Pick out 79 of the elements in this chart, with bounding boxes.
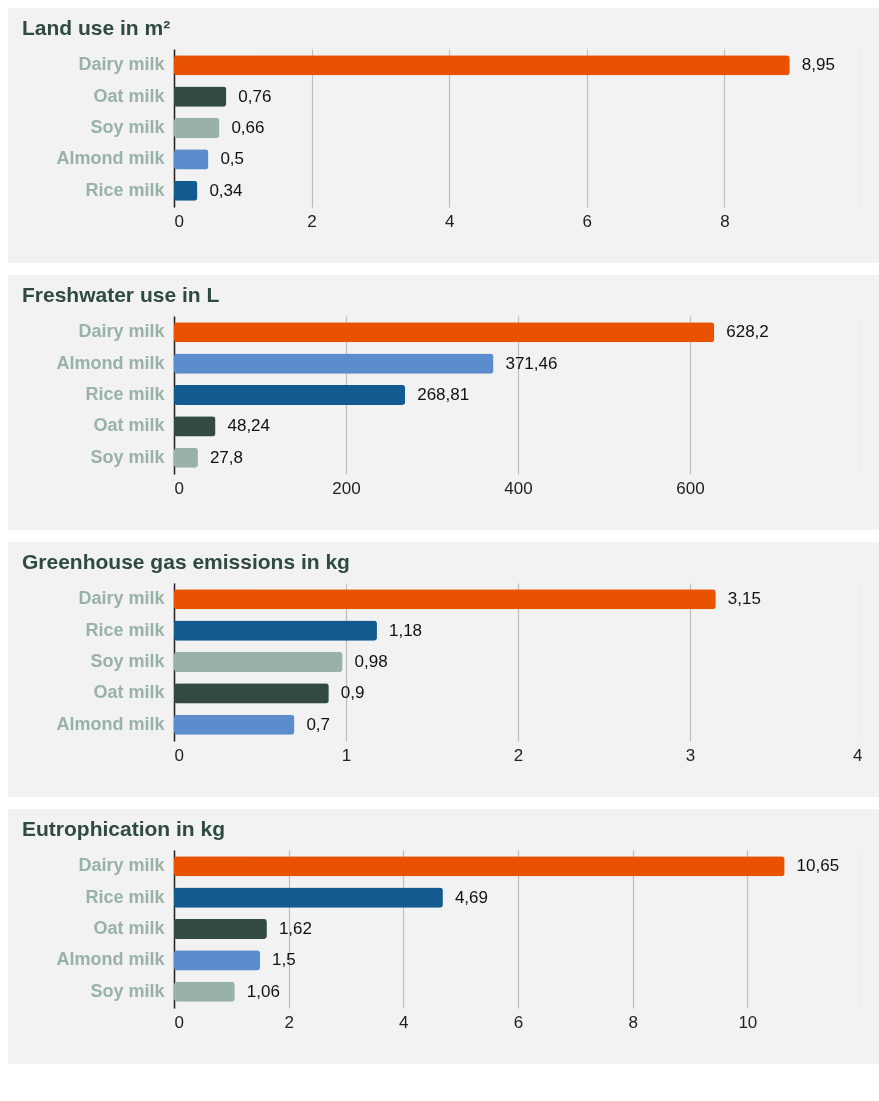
y-tick-label: Rice milk: [85, 886, 166, 907]
chart-title: Eutrophication in kg: [22, 817, 225, 840]
data-label: 268,81: [417, 385, 470, 404]
x-tick-label: 0: [174, 478, 184, 498]
x-tick-label: 4: [444, 211, 455, 231]
x-tick-label: 8: [628, 1012, 638, 1032]
y-tick-label: Dairy milk: [78, 321, 166, 342]
data-label: 48,24: [227, 416, 271, 436]
data-label: 1,18: [388, 620, 423, 640]
y-tick-label: Soy milk: [90, 980, 166, 1001]
data-label: 0,9: [340, 683, 365, 703]
data-label: 0,5: [220, 149, 245, 169]
bar: [174, 856, 785, 877]
bar: [174, 714, 295, 735]
y-tick-label: Oat milk: [93, 415, 166, 436]
data-label: 0,98: [354, 652, 388, 671]
y-tick-label: Soy milk: [90, 446, 166, 467]
x-tick-label: 0: [174, 745, 184, 765]
y-tick-label: Dairy milk: [78, 855, 166, 876]
x-tick-label: 2: [307, 211, 317, 231]
bar: [174, 149, 209, 170]
x-tick-label: 600: [676, 478, 705, 498]
data-label: 628,2: [726, 322, 769, 342]
x-tick-label: 0: [174, 1012, 184, 1032]
y-tick-label: Almond milk: [56, 148, 166, 169]
data-label: 8,95: [801, 55, 835, 75]
y-tick-label: Almond milk: [56, 949, 166, 970]
x-tick-label: 4: [399, 1012, 409, 1032]
y-tick-label: Almond milk: [56, 713, 166, 734]
bar: [174, 651, 343, 673]
x-tick-label: 0: [174, 211, 184, 231]
data-label: 0,7: [306, 714, 331, 734]
y-tick-label: Almond milk: [56, 352, 166, 373]
data-label: 1,06: [246, 981, 280, 1001]
x-tick-label: 2: [513, 745, 524, 765]
bar: [174, 117, 220, 139]
bar: [174, 620, 377, 641]
y-tick-label: Rice milk: [85, 619, 166, 640]
bar: [174, 918, 267, 940]
y-tick-label: Dairy milk: [78, 588, 166, 609]
data-label: 0,66: [231, 118, 265, 137]
data-label: 0,34: [209, 180, 243, 200]
data-label: 3,15: [727, 589, 761, 609]
x-tick-label: 10: [738, 1012, 758, 1032]
y-tick-label: Dairy milk: [78, 54, 166, 75]
y-tick-label: Oat milk: [93, 918, 166, 938]
data-label: 10,65: [796, 856, 840, 876]
bar: [174, 180, 198, 201]
bar: [174, 950, 260, 971]
x-tick-label: 2: [284, 1012, 294, 1032]
data-label: 4,69: [454, 887, 488, 907]
data-label: 1,62: [278, 919, 312, 938]
chart-title: Freshwater use in L: [22, 283, 220, 306]
x-tick-label: 200: [332, 478, 361, 498]
bar: [174, 55, 790, 76]
y-tick-label: Rice milk: [85, 179, 166, 200]
bar: [174, 589, 716, 610]
bar: [174, 981, 235, 1002]
x-tick-label: 6: [513, 1012, 524, 1032]
data-label: 371,46: [505, 353, 558, 373]
x-tick-label: 8: [720, 211, 730, 231]
y-tick-label: Rice milk: [85, 384, 166, 404]
bar: [174, 86, 227, 107]
bar: [174, 887, 443, 908]
x-tick-label: 6: [582, 211, 593, 231]
bar: [174, 683, 329, 704]
y-tick-label: Soy milk: [90, 651, 166, 671]
y-tick-label: Oat milk: [93, 682, 166, 703]
chart-title: Land use in m²: [22, 16, 171, 39]
data-label: 0,76: [238, 86, 272, 106]
x-tick-label: 400: [504, 478, 533, 498]
x-tick-label: 3: [685, 745, 696, 765]
data-label: 1,5: [272, 950, 296, 970]
x-tick-label: 1: [341, 745, 352, 765]
data-label: 27,8: [209, 447, 243, 467]
x-tick-label: 4: [853, 745, 863, 765]
y-tick-label: Soy milk: [90, 117, 166, 137]
y-tick-label: Oat milk: [93, 85, 166, 106]
chart-title: Greenhouse gas emissions in kg: [22, 550, 350, 573]
